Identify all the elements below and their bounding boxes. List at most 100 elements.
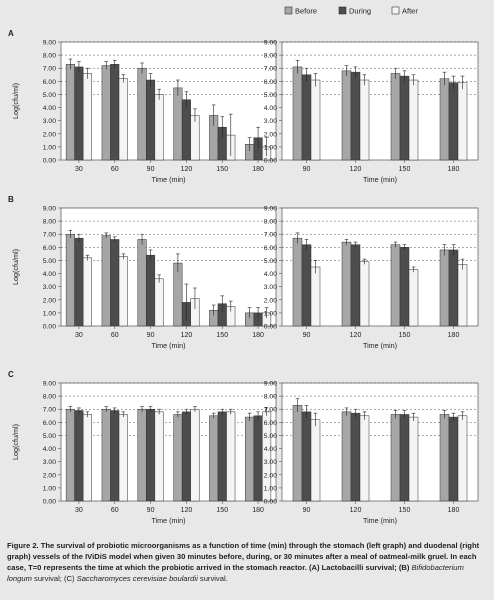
y-axis-label-b-stomach: Log(cfu/ml) [11, 249, 20, 285]
y-tick-label-b-stomach: 1.00 [43, 310, 56, 317]
bar-b-stomach-90-during [146, 254, 156, 327]
bar-c-stomach-150-after [226, 411, 236, 502]
legend-swatch-during [338, 6, 347, 15]
x-tick-label-b-duodenal: 180 [448, 332, 460, 339]
bar-c-stomach-180-during [253, 415, 263, 502]
y-tick-label-c-duodenal: 1.00 [264, 485, 277, 492]
panel-letter-a: A [8, 29, 14, 38]
x-tick-label-a-duodenal: 180 [448, 166, 460, 173]
bar-b-duodenal-120-during [350, 244, 361, 327]
x-tick-label-a-stomach: 180 [252, 166, 264, 173]
bar-c-duodenal-180-during [448, 416, 459, 502]
legend-swatch-after [391, 6, 400, 15]
bar-b-duodenal-180-during [448, 249, 459, 327]
x-tick-label-c-duodenal: 90 [303, 507, 311, 514]
bar-b-stomach-90-after [154, 278, 164, 327]
bar-c-stomach-180-before [245, 416, 255, 502]
bar-b-stomach-30-before [65, 233, 75, 327]
bar-b-stomach-60-during [110, 239, 120, 327]
bar-a-duodenal-180-after [457, 82, 468, 161]
y-tick-label-a-stomach: 6.00 [43, 79, 56, 86]
x-tick-label-c-stomach: 30 [75, 507, 83, 514]
bar-c-stomach-60-before [101, 408, 111, 502]
bar-c-stomach-120-before [173, 414, 183, 502]
x-axis-label-b-stomach: Time (min) [151, 341, 185, 350]
y-tick-label-a-duodenal: 3.00 [264, 118, 277, 125]
bar-b-stomach-90-before [137, 239, 147, 327]
x-tick-label-a-stomach: 150 [216, 166, 228, 173]
y-tick-label-b-stomach: 9.00 [43, 206, 56, 213]
y-tick-label-b-duodenal: 8.00 [264, 219, 277, 226]
bar-a-stomach-120-during [181, 99, 191, 161]
y-tick-label-a-duodenal: 2.00 [264, 131, 277, 138]
y-axis-label-a-stomach: Log(cfu/ml) [11, 83, 20, 119]
y-tick-label-c-duodenal: 7.00 [264, 407, 277, 414]
caption-text-tail: survival. [197, 574, 228, 583]
y-tick-label-a-stomach: 9.00 [43, 40, 56, 47]
y-tick-label-c-stomach: 9.00 [43, 381, 56, 388]
x-tick-label-c-duodenal: 180 [448, 507, 460, 514]
y-tick-label-a-stomach: 1.00 [43, 144, 56, 151]
bar-a-duodenal-90-during [301, 74, 312, 161]
bar-c-stomach-150-before [209, 415, 219, 502]
bar-a-stomach-60-during [110, 64, 120, 161]
figure-caption: Figure 2. The survival of probiotic micr… [7, 540, 487, 584]
bar-c-stomach-30-after [82, 414, 92, 502]
y-tick-label-b-duodenal: 9.00 [264, 206, 277, 213]
bar-c-stomach-90-during [146, 408, 156, 502]
bar-c-duodenal-120-before [341, 411, 352, 502]
bar-b-stomach-60-after [118, 256, 128, 327]
bar-a-stomach-30-during [74, 66, 84, 161]
bar-a-duodenal-180-during [448, 82, 459, 161]
y-tick-label-a-duodenal: 4.00 [264, 105, 277, 112]
bar-a-duodenal-180-before [439, 78, 450, 161]
x-axis-label-a-stomach: Time (min) [151, 175, 185, 184]
x-tick-label-c-stomach: 120 [181, 507, 193, 514]
y-tick-label-b-stomach: 7.00 [43, 232, 56, 239]
y-tick-label-b-stomach: 5.00 [43, 258, 56, 265]
y-tick-label-b-duodenal: 3.00 [264, 284, 277, 291]
bar-c-stomach-60-after [118, 414, 128, 502]
bar-a-stomach-120-before [173, 87, 183, 161]
bar-c-duodenal-180-before [439, 414, 450, 502]
y-tick-label-c-stomach: 5.00 [43, 433, 56, 440]
y-tick-label-c-duodenal: 3.00 [264, 459, 277, 466]
plot-area-b-stomach [60, 207, 277, 327]
bar-a-duodenal-90-before [292, 66, 303, 161]
bar-b-stomach-60-before [101, 235, 111, 327]
bar-a-stomach-120-after [190, 115, 200, 161]
bar-a-duodenal-120-during [350, 71, 361, 161]
y-tick-label-c-duodenal: 2.00 [264, 472, 277, 479]
y-tick-label-a-stomach: 8.00 [43, 53, 56, 60]
caption-species-1: Bifidobacterium longum [7, 563, 464, 583]
y-tick-label-c-duodenal: 8.00 [264, 394, 277, 401]
y-tick-label-c-stomach: 1.00 [43, 485, 56, 492]
bar-b-duodenal-180-before [439, 249, 450, 327]
bar-a-stomach-60-after [118, 78, 128, 161]
x-tick-label-b-stomach: 90 [147, 332, 155, 339]
y-tick-label-b-stomach: 4.00 [43, 271, 56, 278]
x-tick-label-c-stomach: 90 [147, 507, 155, 514]
y-tick-label-b-duodenal: 2.00 [264, 297, 277, 304]
caption-text: Figure 2. The survival of probiotic micr… [7, 541, 480, 572]
bar-c-duodenal-150-before [390, 414, 401, 502]
y-tick-label-c-duodenal: 4.00 [264, 446, 277, 453]
bar-a-duodenal-120-before [341, 70, 352, 161]
y-tick-label-a-duodenal: 6.00 [264, 79, 277, 86]
y-tick-label-c-stomach: 4.00 [43, 446, 56, 453]
x-axis-label-c-duodenal: Time (min) [363, 516, 397, 525]
y-tick-label-b-duodenal: 6.00 [264, 245, 277, 252]
y-tick-label-b-stomach: 2.00 [43, 297, 56, 304]
y-tick-label-a-stomach: 0.00 [43, 158, 56, 165]
y-tick-label-c-stomach: 2.00 [43, 472, 56, 479]
bar-a-duodenal-150-before [390, 73, 401, 161]
bar-b-duodenal-120-after [359, 261, 370, 327]
y-tick-label-b-stomach: 3.00 [43, 284, 56, 291]
x-tick-label-c-stomach: 150 [216, 507, 228, 514]
y-tick-label-a-stomach: 3.00 [43, 118, 56, 125]
bar-b-duodenal-150-before [390, 244, 401, 327]
y-tick-label-c-duodenal: 6.00 [264, 420, 277, 427]
bar-a-stomach-90-during [146, 79, 156, 161]
y-tick-label-a-stomach: 4.00 [43, 105, 56, 112]
